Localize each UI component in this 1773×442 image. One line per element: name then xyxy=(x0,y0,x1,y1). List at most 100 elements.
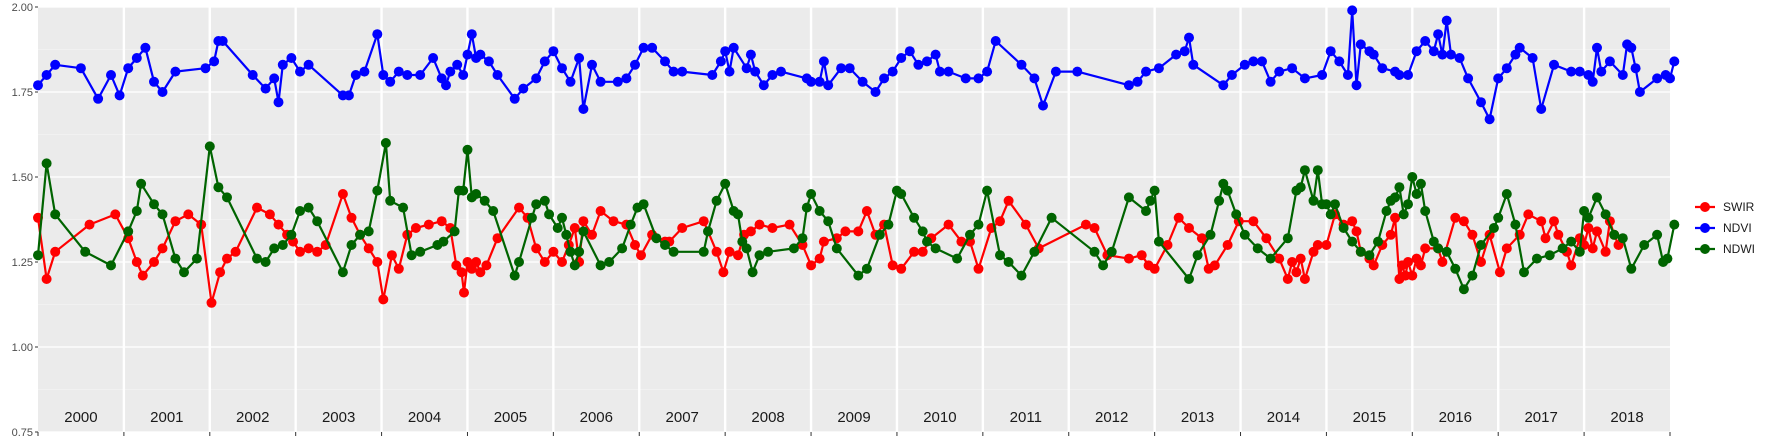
data-point xyxy=(561,229,572,240)
data-point xyxy=(1179,46,1190,57)
data-point xyxy=(84,219,95,230)
data-point xyxy=(1557,243,1568,254)
data-point xyxy=(715,56,726,67)
data-point xyxy=(1123,80,1134,91)
data-point xyxy=(1265,76,1276,87)
data-point xyxy=(277,59,288,70)
data-point xyxy=(378,294,389,305)
data-point xyxy=(711,246,722,257)
data-point xyxy=(1536,216,1547,227)
data-point xyxy=(557,257,567,267)
data-point xyxy=(33,250,43,261)
data-point xyxy=(784,219,795,230)
data-point xyxy=(1098,260,1109,271)
data-point xyxy=(1536,104,1547,114)
data-point xyxy=(1553,229,1564,240)
y-tick-label: 1.75 xyxy=(12,87,33,99)
year-label: 2002 xyxy=(236,409,269,426)
year-labels: 2000 2001 2002 2003 2004 2005 2006 2007 2008 2009… xyxy=(64,409,1643,426)
year-label: 2013 xyxy=(1181,409,1214,426)
data-point xyxy=(625,219,636,230)
data-point xyxy=(337,267,348,278)
data-point xyxy=(509,270,520,281)
data-point xyxy=(1351,80,1362,91)
legend: SWIR NDVI NDWI xyxy=(1695,200,1755,256)
data-point xyxy=(213,182,224,193)
data-point xyxy=(252,202,262,213)
data-point xyxy=(917,246,928,257)
data-point xyxy=(1355,39,1366,50)
data-point xyxy=(788,243,799,254)
data-point xyxy=(1484,114,1495,125)
data-point xyxy=(1123,192,1134,203)
data-point xyxy=(449,226,460,237)
data-point xyxy=(1617,233,1628,244)
data-point xyxy=(1415,178,1426,189)
data-point xyxy=(1476,257,1486,267)
data-point xyxy=(1394,182,1405,193)
y-tick-label: 1.25 xyxy=(12,257,33,269)
data-point xyxy=(1149,263,1160,274)
data-point xyxy=(157,209,168,220)
data-point xyxy=(707,70,718,80)
data-point xyxy=(1428,46,1439,57)
data-point xyxy=(451,260,462,271)
data-point xyxy=(410,223,421,233)
data-point xyxy=(1149,185,1160,196)
data-point xyxy=(1566,236,1577,247)
data-point xyxy=(1205,229,1216,240)
data-point xyxy=(1287,257,1298,267)
data-point xyxy=(1299,165,1310,176)
data-point xyxy=(943,219,954,230)
data-point xyxy=(1321,240,1332,250)
data-point xyxy=(1050,66,1061,77)
data-point xyxy=(1239,59,1250,70)
data-point xyxy=(565,76,576,87)
data-point xyxy=(1574,66,1585,77)
data-point xyxy=(1458,284,1469,295)
data-point xyxy=(1132,76,1143,87)
data-point xyxy=(106,260,116,271)
data-point xyxy=(917,226,928,237)
data-point xyxy=(574,246,585,257)
data-point xyxy=(758,80,769,91)
data-point xyxy=(1437,257,1448,267)
data-point xyxy=(312,246,323,257)
data-point xyxy=(277,240,288,250)
data-point xyxy=(621,73,632,84)
data-point xyxy=(870,87,881,97)
data-point xyxy=(763,246,774,257)
data-point xyxy=(1527,53,1538,63)
data-point xyxy=(295,66,305,77)
data-point xyxy=(312,216,323,227)
data-point xyxy=(754,250,765,261)
data-point xyxy=(539,257,550,267)
data-point xyxy=(1463,73,1474,84)
data-point xyxy=(1089,223,1100,233)
data-point xyxy=(1407,270,1418,281)
data-point xyxy=(518,83,529,94)
year-label: 2011 xyxy=(1010,409,1042,426)
data-point xyxy=(1458,216,1469,227)
data-point xyxy=(1467,229,1478,240)
data-point xyxy=(930,49,941,60)
year-label: 2012 xyxy=(1095,409,1128,426)
data-point xyxy=(557,212,567,223)
data-point xyxy=(1549,216,1559,227)
data-point xyxy=(1295,182,1306,193)
data-point xyxy=(853,226,864,237)
data-point xyxy=(1519,267,1529,278)
data-point xyxy=(423,219,434,230)
data-point xyxy=(1454,53,1465,63)
data-point xyxy=(840,226,851,237)
data-point xyxy=(1540,233,1551,244)
data-point xyxy=(93,93,104,104)
data-point xyxy=(1330,199,1340,210)
data-point xyxy=(346,240,357,250)
data-point xyxy=(471,257,482,267)
data-point xyxy=(1433,243,1444,254)
data-point xyxy=(286,53,297,63)
legend-label: SWIR xyxy=(1723,200,1755,214)
data-point xyxy=(1325,46,1336,57)
legend-key-point xyxy=(1700,202,1710,212)
